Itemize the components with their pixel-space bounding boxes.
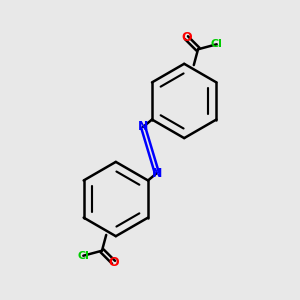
Text: N: N (138, 121, 148, 134)
Text: O: O (108, 256, 119, 269)
Text: Cl: Cl (77, 251, 89, 261)
Text: Cl: Cl (211, 39, 223, 49)
Text: O: O (181, 31, 192, 44)
Text: N: N (152, 167, 162, 179)
